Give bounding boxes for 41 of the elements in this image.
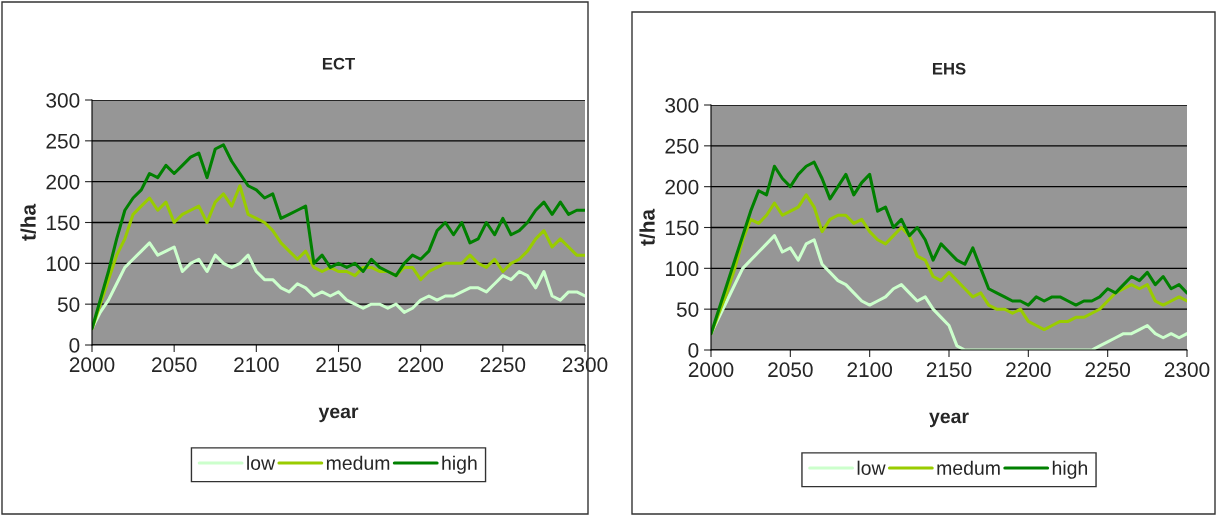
y-axis-title: t/ha <box>639 208 655 246</box>
x-axis-title: year <box>929 412 969 428</box>
y-axis-title: t/ha <box>20 203 36 241</box>
x-tick-label: 2250 <box>480 357 526 373</box>
y-tick-label: 300 <box>665 98 699 113</box>
x-tick-label: 2200 <box>398 357 444 373</box>
y-tick-label: 0 <box>688 343 699 358</box>
y-tick-label: 250 <box>46 133 80 149</box>
x-tick-label: 2100 <box>847 362 893 378</box>
x-tick-label: 2000 <box>69 357 115 373</box>
x-tick-label: 2050 <box>768 362 813 378</box>
legend-label: medum <box>326 455 390 470</box>
line-series <box>711 160 1187 336</box>
line-series <box>92 143 585 331</box>
x-tick-label: 2250 <box>1085 362 1131 378</box>
chart-title: EHS <box>932 62 966 75</box>
x-tick-label: 2050 <box>152 357 197 373</box>
x-tick-label: 2200 <box>1006 362 1051 378</box>
y-tick-label: 150 <box>47 215 80 231</box>
y-tick-label: 100 <box>47 256 80 272</box>
x-axis-title: year <box>318 407 359 423</box>
x-tick-label: 2000 <box>688 362 734 378</box>
y-tick-label: 50 <box>57 297 80 312</box>
chart-title: ECT <box>322 57 355 70</box>
y-tick-label: 200 <box>46 174 80 190</box>
x-tick-label: 2150 <box>316 357 361 373</box>
legend-label: medum <box>937 460 1000 475</box>
y-tick-label: 50 <box>676 302 699 317</box>
x-tick-label: 2150 <box>926 362 972 378</box>
legend-label: high <box>442 455 477 474</box>
legend-label: high <box>1052 460 1088 479</box>
y-tick-label: 100 <box>666 261 699 277</box>
y-tick-label: 0 <box>69 338 80 353</box>
legend-label: low <box>857 460 886 475</box>
y-tick-label: 250 <box>665 138 699 154</box>
y-tick-label: 150 <box>666 220 699 236</box>
legend-label: low <box>247 455 276 470</box>
y-tick-label: 300 <box>46 93 80 108</box>
x-tick-label: 2100 <box>234 357 279 373</box>
x-tick-label: 2300 <box>1164 362 1210 378</box>
y-tick-label: 200 <box>665 179 699 195</box>
